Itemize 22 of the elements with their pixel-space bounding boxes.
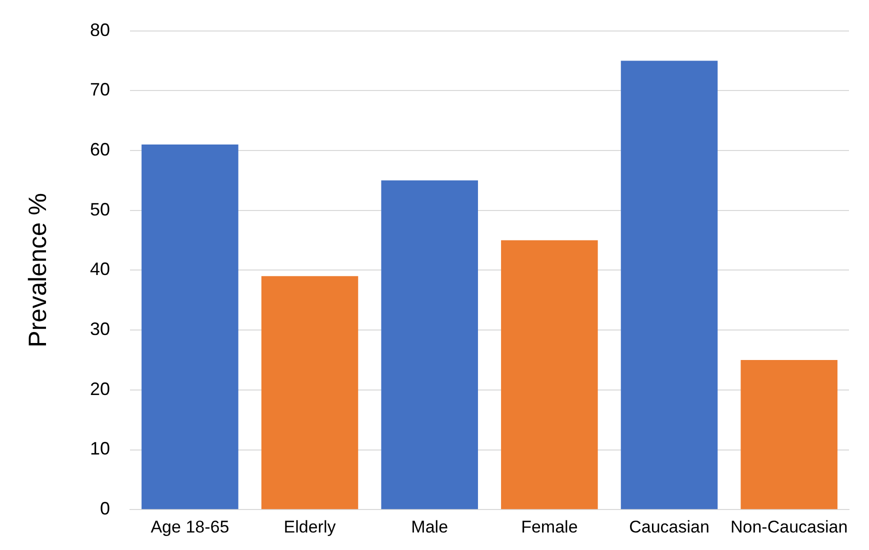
bar (142, 144, 238, 510)
x-tick-label: Male (411, 517, 448, 536)
bar (740, 360, 838, 510)
y-tick-label: 10 (90, 438, 110, 459)
y-tick-label: 20 (90, 378, 110, 399)
y-tick-label: 40 (90, 259, 110, 280)
y-tick-label: 30 (90, 319, 110, 340)
y-tick-label: 50 (90, 199, 110, 220)
y-axis-title: Prevalence % (24, 193, 52, 348)
y-tick-label: 70 (90, 80, 110, 100)
bar (261, 276, 358, 510)
bar (381, 180, 478, 510)
x-tick-label: Non-Caucasian (730, 517, 848, 536)
x-tick-label: Elderly (284, 517, 336, 536)
y-tick-label: 80 (90, 20, 110, 40)
bar (501, 240, 598, 510)
x-tick-label: Caucasian (629, 517, 710, 536)
y-tick-label: 0 (100, 498, 110, 519)
bar (620, 60, 718, 510)
y-tick-label: 60 (90, 139, 110, 160)
x-tick-label: Female (521, 517, 578, 536)
x-tick-label: Age 18-65 (150, 517, 230, 536)
